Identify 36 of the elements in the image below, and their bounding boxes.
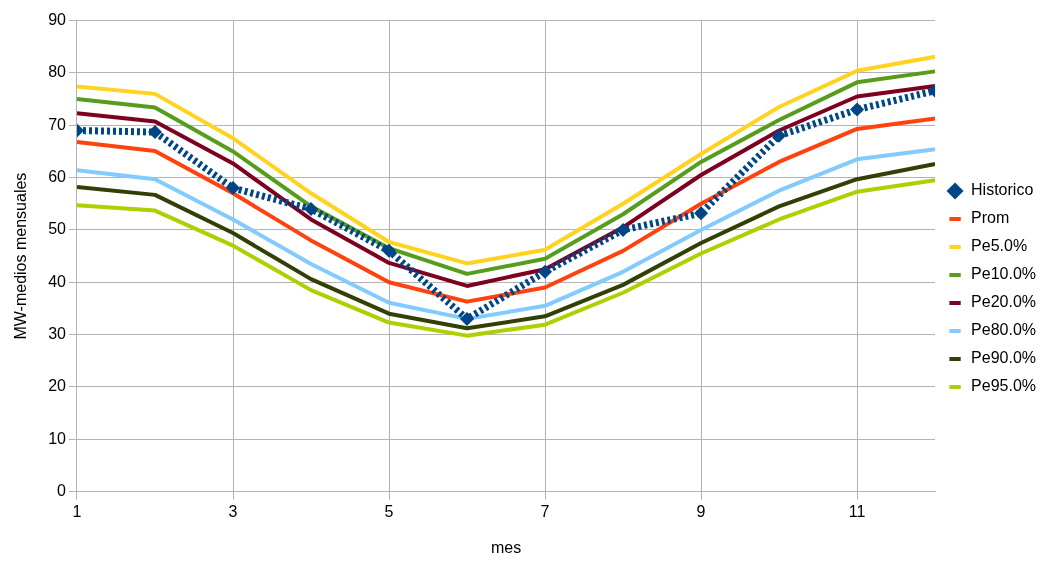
legend-label: Pe90.0% bbox=[971, 349, 1036, 367]
x-axis-title: mes bbox=[490, 538, 522, 556]
y-tick-label: 20 bbox=[48, 377, 67, 395]
x-tick-label: 1 bbox=[72, 502, 82, 520]
y-tick-label: 70 bbox=[48, 115, 67, 133]
point bbox=[850, 102, 865, 117]
point bbox=[304, 202, 319, 216]
legend-label: Pe20.0% bbox=[971, 293, 1036, 311]
y-axis-title: MW-medios mensuales bbox=[12, 172, 30, 340]
point bbox=[382, 243, 397, 258]
y-tick-label: 50 bbox=[48, 220, 67, 238]
legend-label: Pe5.0% bbox=[971, 237, 1028, 255]
point bbox=[460, 311, 475, 326]
point bbox=[694, 206, 709, 221]
x-tick-label: 11 bbox=[848, 502, 866, 520]
y-tick-label: 10 bbox=[48, 429, 67, 447]
y-tick-label: 60 bbox=[48, 168, 67, 186]
x-tick-label: 5 bbox=[384, 502, 394, 520]
legend-label: Historico bbox=[971, 181, 1034, 199]
y-tick-label: 80 bbox=[48, 63, 67, 81]
y-tick-label: 30 bbox=[48, 325, 67, 343]
x-tick-label: 3 bbox=[228, 502, 238, 520]
point bbox=[616, 222, 631, 237]
point bbox=[148, 125, 162, 140]
point bbox=[772, 128, 787, 143]
point bbox=[538, 264, 553, 279]
legend-label: Pe80.0% bbox=[971, 321, 1036, 339]
x-tick-label: 9 bbox=[696, 502, 706, 520]
y-tick-label: 40 bbox=[48, 272, 67, 290]
x-tick-label: 7 bbox=[540, 502, 550, 520]
point bbox=[226, 181, 241, 196]
y-tick-label: 0 bbox=[57, 482, 67, 500]
legend-label: Pe10.0% bbox=[971, 265, 1036, 283]
legend-label: Pe95.0% bbox=[971, 377, 1036, 395]
y-tick-label: 90 bbox=[48, 11, 67, 29]
legend-label: Prom bbox=[971, 209, 1010, 227]
